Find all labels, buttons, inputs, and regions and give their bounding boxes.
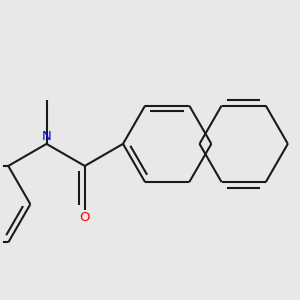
Text: O: O bbox=[80, 211, 90, 224]
Text: N: N bbox=[42, 130, 51, 142]
